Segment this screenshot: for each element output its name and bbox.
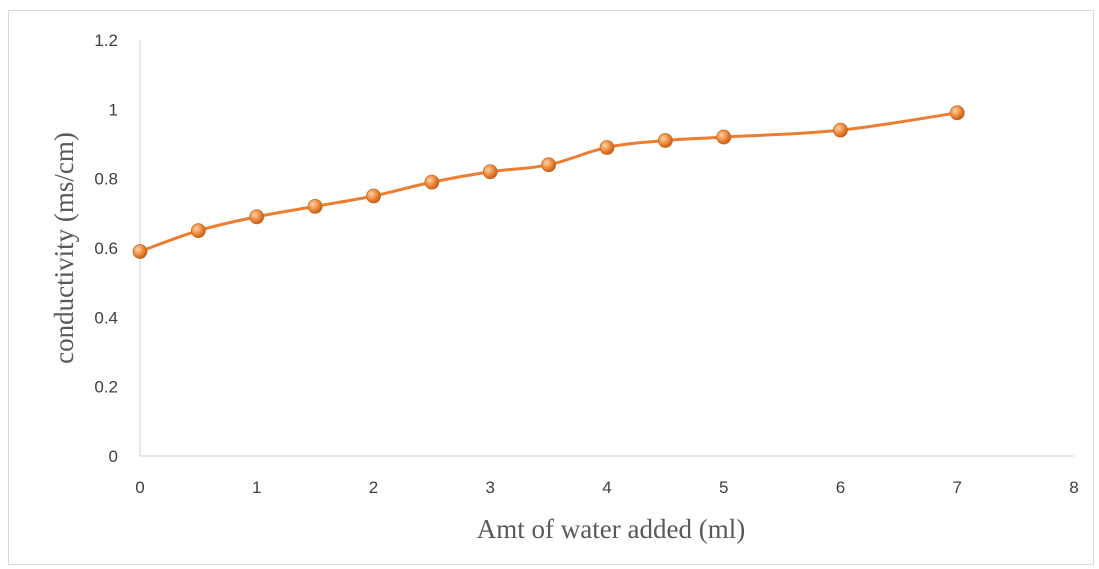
data-point [307,198,323,214]
x-tick-label: 7 [953,478,962,497]
x-tick-label: 2 [369,478,378,497]
data-point [190,223,206,239]
data-point [366,188,381,204]
axes [139,40,1074,457]
data-point [599,140,615,155]
data-point [716,129,732,145]
x-tick-labels: 0 1 2 3 4 5 6 7 8 [135,478,1078,497]
y-axis-title: conductivity (ms/cm) [49,132,79,364]
x-tick-label: 5 [719,478,728,497]
y-tick-labels: 0 0.2 0.4 0.6 0.8 1 1.2 [94,31,118,466]
y-tick-label: 0.6 [94,239,118,258]
data-point [541,157,557,173]
y-tick-label: 0.8 [94,170,118,189]
y-tick-label: 1 [109,100,118,119]
y-tick-label: 0.4 [94,308,118,327]
x-tick-label: 6 [836,478,845,497]
y-tick-label: 1.2 [94,31,118,50]
data-point [132,244,148,259]
x-tick-label: 3 [486,478,495,497]
x-tick-label: 4 [602,478,611,497]
data-point [949,105,965,121]
chart-frame [8,10,1094,565]
series-group [132,105,965,259]
y-tick-label: 0 [109,447,118,466]
data-point [424,174,440,190]
data-point [482,164,498,180]
data-point [833,122,848,138]
x-tick-label: 1 [252,478,261,497]
x-axis-title: Amt of water added (ml) [477,514,745,544]
data-point [249,209,265,225]
y-tick-label: 0.2 [94,378,118,397]
data-point [657,133,673,148]
x-tick-label: 8 [1069,478,1078,497]
x-tick-label: 0 [135,478,144,497]
